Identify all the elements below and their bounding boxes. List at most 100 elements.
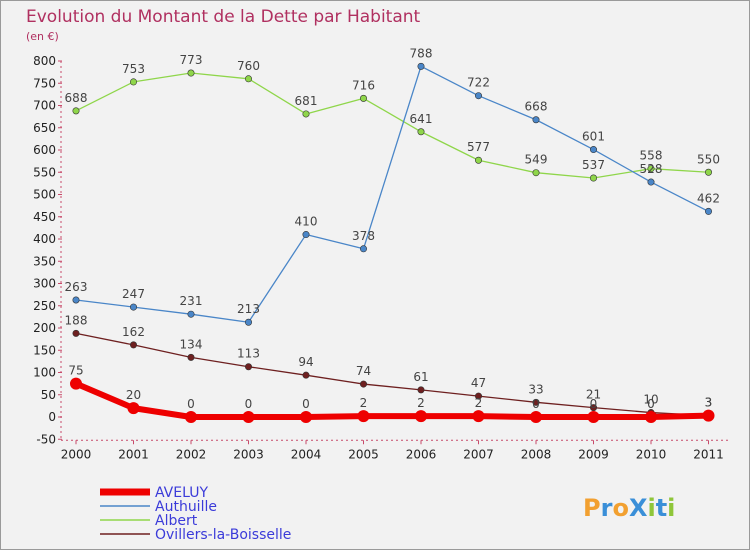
data-label: 33 — [528, 382, 543, 396]
data-label: 773 — [180, 53, 203, 67]
data-point — [72, 329, 80, 337]
data-label: 263 — [65, 280, 88, 294]
y-tick-label: -50 — [36, 432, 56, 446]
series-line-aveluy — [73, 380, 712, 420]
data-point — [415, 410, 427, 423]
y-tick-label: 200 — [33, 321, 56, 335]
data-point — [245, 363, 253, 371]
series-line-authuille — [75, 65, 710, 323]
data-label: 681 — [295, 94, 318, 108]
data-point — [359, 380, 367, 388]
x-tick-label: 2006 — [406, 447, 437, 461]
data-label: 528 — [640, 162, 663, 176]
data-point — [589, 404, 597, 412]
data-label: 113 — [237, 347, 260, 361]
data-label: 549 — [525, 153, 548, 167]
data-label: 162 — [122, 325, 145, 339]
data-label: 213 — [237, 302, 260, 316]
data-point — [647, 178, 655, 186]
y-tick-label: 600 — [33, 143, 56, 157]
data-point — [417, 128, 425, 136]
y-tick-label: 250 — [33, 299, 56, 313]
data-point — [300, 411, 312, 423]
data-point — [359, 245, 367, 253]
svg-text:ProXiti: ProXiti — [583, 494, 675, 522]
y-tick-label: 450 — [33, 210, 56, 224]
x-tick-label: 2010 — [636, 447, 667, 461]
series-lines — [70, 62, 715, 423]
axes: -500501001502002503003504004505005506006… — [33, 54, 729, 461]
data-point — [417, 386, 425, 394]
data-point — [589, 146, 597, 154]
data-label: 10 — [643, 393, 658, 407]
data-label: 601 — [582, 130, 605, 144]
data-point — [130, 303, 138, 311]
data-point — [417, 62, 425, 70]
data-label: 2 — [475, 396, 483, 410]
data-point — [647, 165, 655, 173]
data-point — [187, 310, 195, 318]
y-tick-label: 100 — [33, 366, 56, 380]
data-point — [72, 296, 80, 304]
data-point — [242, 411, 255, 423]
data-label: 688 — [65, 91, 88, 105]
data-label: 753 — [122, 62, 145, 76]
data-point — [187, 69, 195, 77]
data-label: 0 — [532, 397, 540, 411]
data-point — [127, 402, 140, 415]
proxiti-logo: ProXiti — [583, 494, 675, 522]
data-label: 134 — [180, 337, 203, 351]
x-tick-label: 2002 — [176, 447, 207, 461]
legend-label: Albert — [155, 513, 198, 529]
data-label: 788 — [410, 46, 433, 60]
data-point — [704, 168, 712, 176]
y-tick-label: 400 — [33, 232, 56, 246]
data-label: 75 — [68, 364, 83, 378]
x-tick-label: 2005 — [348, 447, 379, 461]
data-point — [474, 92, 482, 100]
x-tick-label: 2000 — [61, 447, 92, 461]
data-point — [359, 94, 367, 102]
x-tick-label: 2003 — [233, 447, 264, 461]
data-label: 722 — [467, 76, 490, 90]
x-tick-label: 2011 — [693, 447, 724, 461]
y-tick-label: 300 — [33, 277, 56, 291]
x-tick-label: 2001 — [118, 447, 149, 461]
y-tick-label: 500 — [33, 188, 56, 202]
data-point — [302, 371, 310, 379]
legend: AVELUYAuthuilleAlbertOvillers-la-Boissel… — [100, 485, 291, 543]
data-point — [187, 353, 195, 361]
data-label: 716 — [352, 78, 375, 92]
data-point — [474, 392, 482, 400]
y-tick-label: 350 — [33, 254, 56, 268]
data-label: 577 — [467, 140, 490, 154]
data-label: 2 — [417, 396, 425, 410]
legend-label: Authuille — [155, 499, 217, 515]
data-point — [472, 410, 485, 423]
y-tick-label: 550 — [33, 165, 56, 179]
data-label: 74 — [356, 364, 371, 378]
data-point — [532, 116, 540, 124]
y-tick-label: 700 — [33, 99, 56, 113]
data-point — [245, 318, 253, 326]
data-point — [70, 377, 82, 390]
data-label: 550 — [697, 152, 720, 166]
data-label: 231 — [180, 294, 203, 308]
data-point — [532, 169, 540, 177]
x-tick-label: 2008 — [521, 447, 552, 461]
data-label: 247 — [122, 287, 145, 301]
data-label: 668 — [525, 100, 548, 114]
data-label: 537 — [582, 158, 605, 172]
data-label: 47 — [471, 376, 486, 390]
chart-title: Evolution du Montant de la Dette par Hab… — [26, 7, 421, 27]
data-point — [130, 341, 138, 349]
data-label: 0 — [590, 397, 598, 411]
data-point — [302, 110, 310, 118]
data-label: 0 — [302, 397, 310, 411]
data-point — [530, 411, 542, 423]
data-label: 378 — [352, 229, 375, 243]
x-tick-label: 2009 — [578, 447, 609, 461]
data-point — [302, 231, 310, 239]
